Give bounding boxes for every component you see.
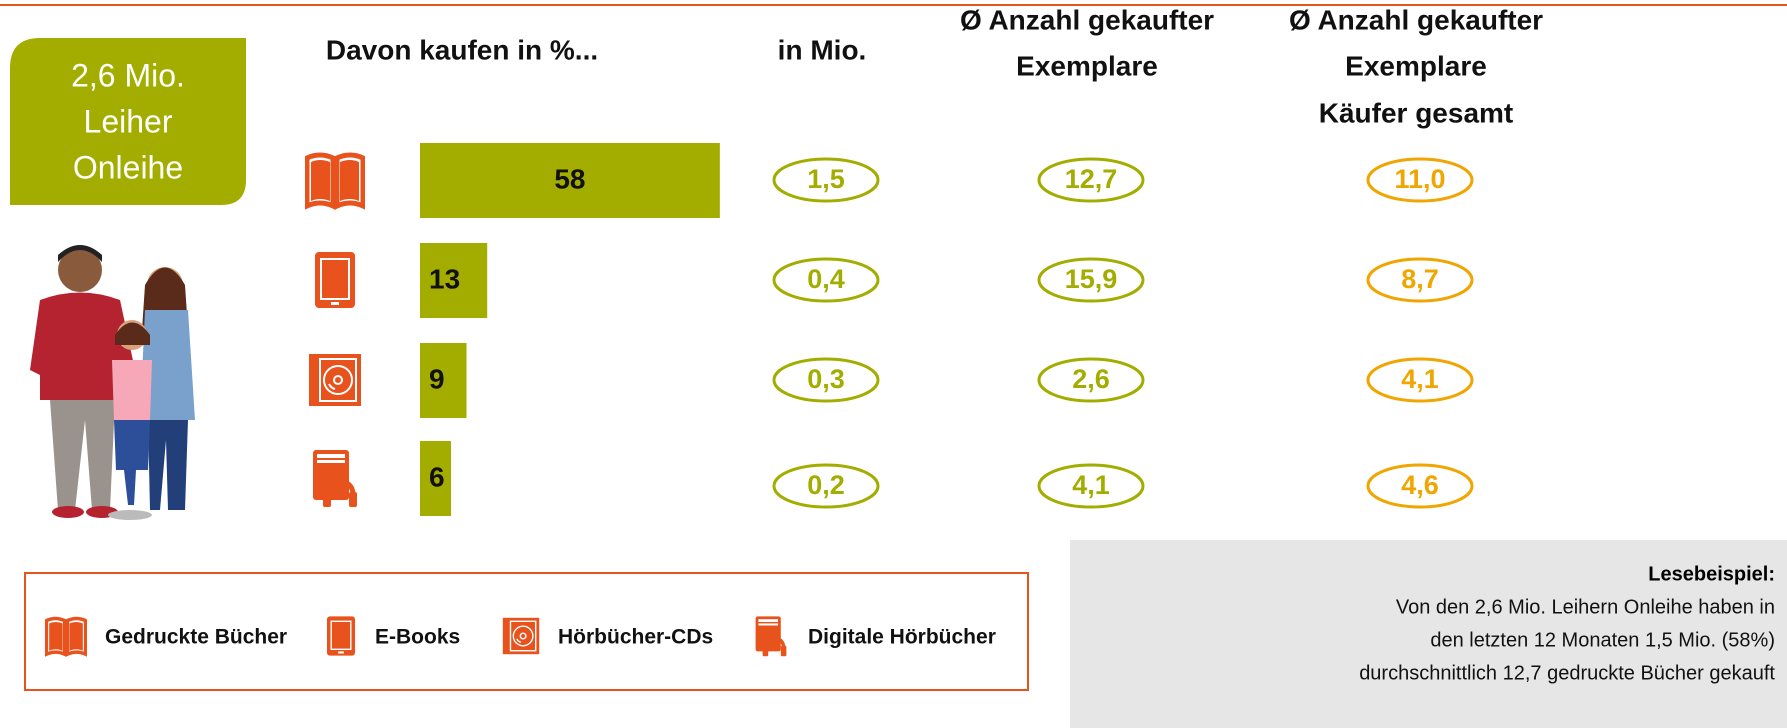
row-icon	[313, 450, 357, 507]
value-label: 0,3	[807, 364, 845, 394]
row-icon	[307, 155, 363, 206]
legend-icon	[45, 616, 87, 656]
badge	[10, 38, 246, 205]
legend-icon	[502, 617, 540, 655]
value-label: 2,6	[1072, 364, 1110, 394]
note-title: Lesebeispiel:	[1648, 563, 1775, 585]
value-label: 0,4	[807, 264, 845, 294]
value-ellipse	[1037, 157, 1145, 203]
value-ellipse	[1366, 357, 1474, 403]
badge-text: 2,6 Mio.	[71, 57, 185, 93]
value-label: 4,1	[1072, 470, 1110, 500]
value-ellipse	[1366, 463, 1474, 509]
row-icon	[315, 252, 355, 308]
value-ellipse	[772, 463, 880, 509]
value-ellipse	[1037, 257, 1145, 303]
badge-text: Leiher	[84, 103, 173, 139]
value-ellipse	[772, 357, 880, 403]
legend-icon	[753, 615, 789, 657]
value-ellipse	[1366, 257, 1474, 303]
legend-box	[24, 572, 1029, 691]
value-label: 0,2	[807, 470, 845, 500]
column-header: Exemplare	[1345, 50, 1487, 81]
row-icon	[308, 353, 362, 407]
value-label: 1,5	[807, 164, 845, 194]
note-box	[1070, 540, 1787, 728]
legend-label: Digitale Hörbücher	[808, 626, 996, 649]
value-label: 12,7	[1065, 164, 1118, 194]
column-header: in Mio.	[778, 34, 867, 65]
value-label: 15,9	[1065, 264, 1118, 294]
note-line: durchschnittlich 12,7 gedruckte Bücher g…	[1359, 662, 1775, 684]
value-label: 4,6	[1401, 470, 1439, 500]
legend-icon	[327, 616, 355, 656]
value-label: 4,1	[1401, 364, 1439, 394]
column-header: Ø Anzahl gekaufter	[960, 4, 1214, 35]
column-header: Käufer gesamt	[1319, 97, 1514, 128]
badge-text: Onleihe	[73, 149, 183, 185]
legend-label: E-Books	[375, 626, 460, 649]
bar-label: 9	[429, 363, 445, 394]
bar-label: 13	[429, 263, 460, 294]
legend-label: Gedruckte Bücher	[105, 626, 287, 649]
bar-header: Davon kaufen in %...	[326, 34, 598, 65]
bar	[420, 243, 488, 318]
people-illustration	[30, 245, 195, 520]
note-line: den letzten 12 Monaten 1,5 Mio. (58%)	[1430, 629, 1775, 651]
bar	[420, 343, 467, 418]
value-ellipse	[772, 257, 880, 303]
bar-label: 6	[429, 461, 445, 492]
column-header: Exemplare	[1016, 50, 1158, 81]
legend-label: Hörbücher-CDs	[558, 626, 713, 649]
value-ellipse	[772, 157, 880, 203]
bar	[420, 441, 452, 516]
value-ellipse	[1366, 157, 1474, 203]
value-ellipse	[1037, 357, 1145, 403]
value-ellipse	[1037, 463, 1145, 509]
note-line: Von den 2,6 Mio. Leihern Onleihe haben i…	[1396, 596, 1775, 618]
column-header: Ø Anzahl gekaufter	[1289, 4, 1543, 35]
value-label: 11,0	[1394, 164, 1445, 194]
bar	[420, 143, 720, 218]
bar-label: 58	[554, 163, 585, 194]
value-label: 8,7	[1401, 264, 1439, 294]
